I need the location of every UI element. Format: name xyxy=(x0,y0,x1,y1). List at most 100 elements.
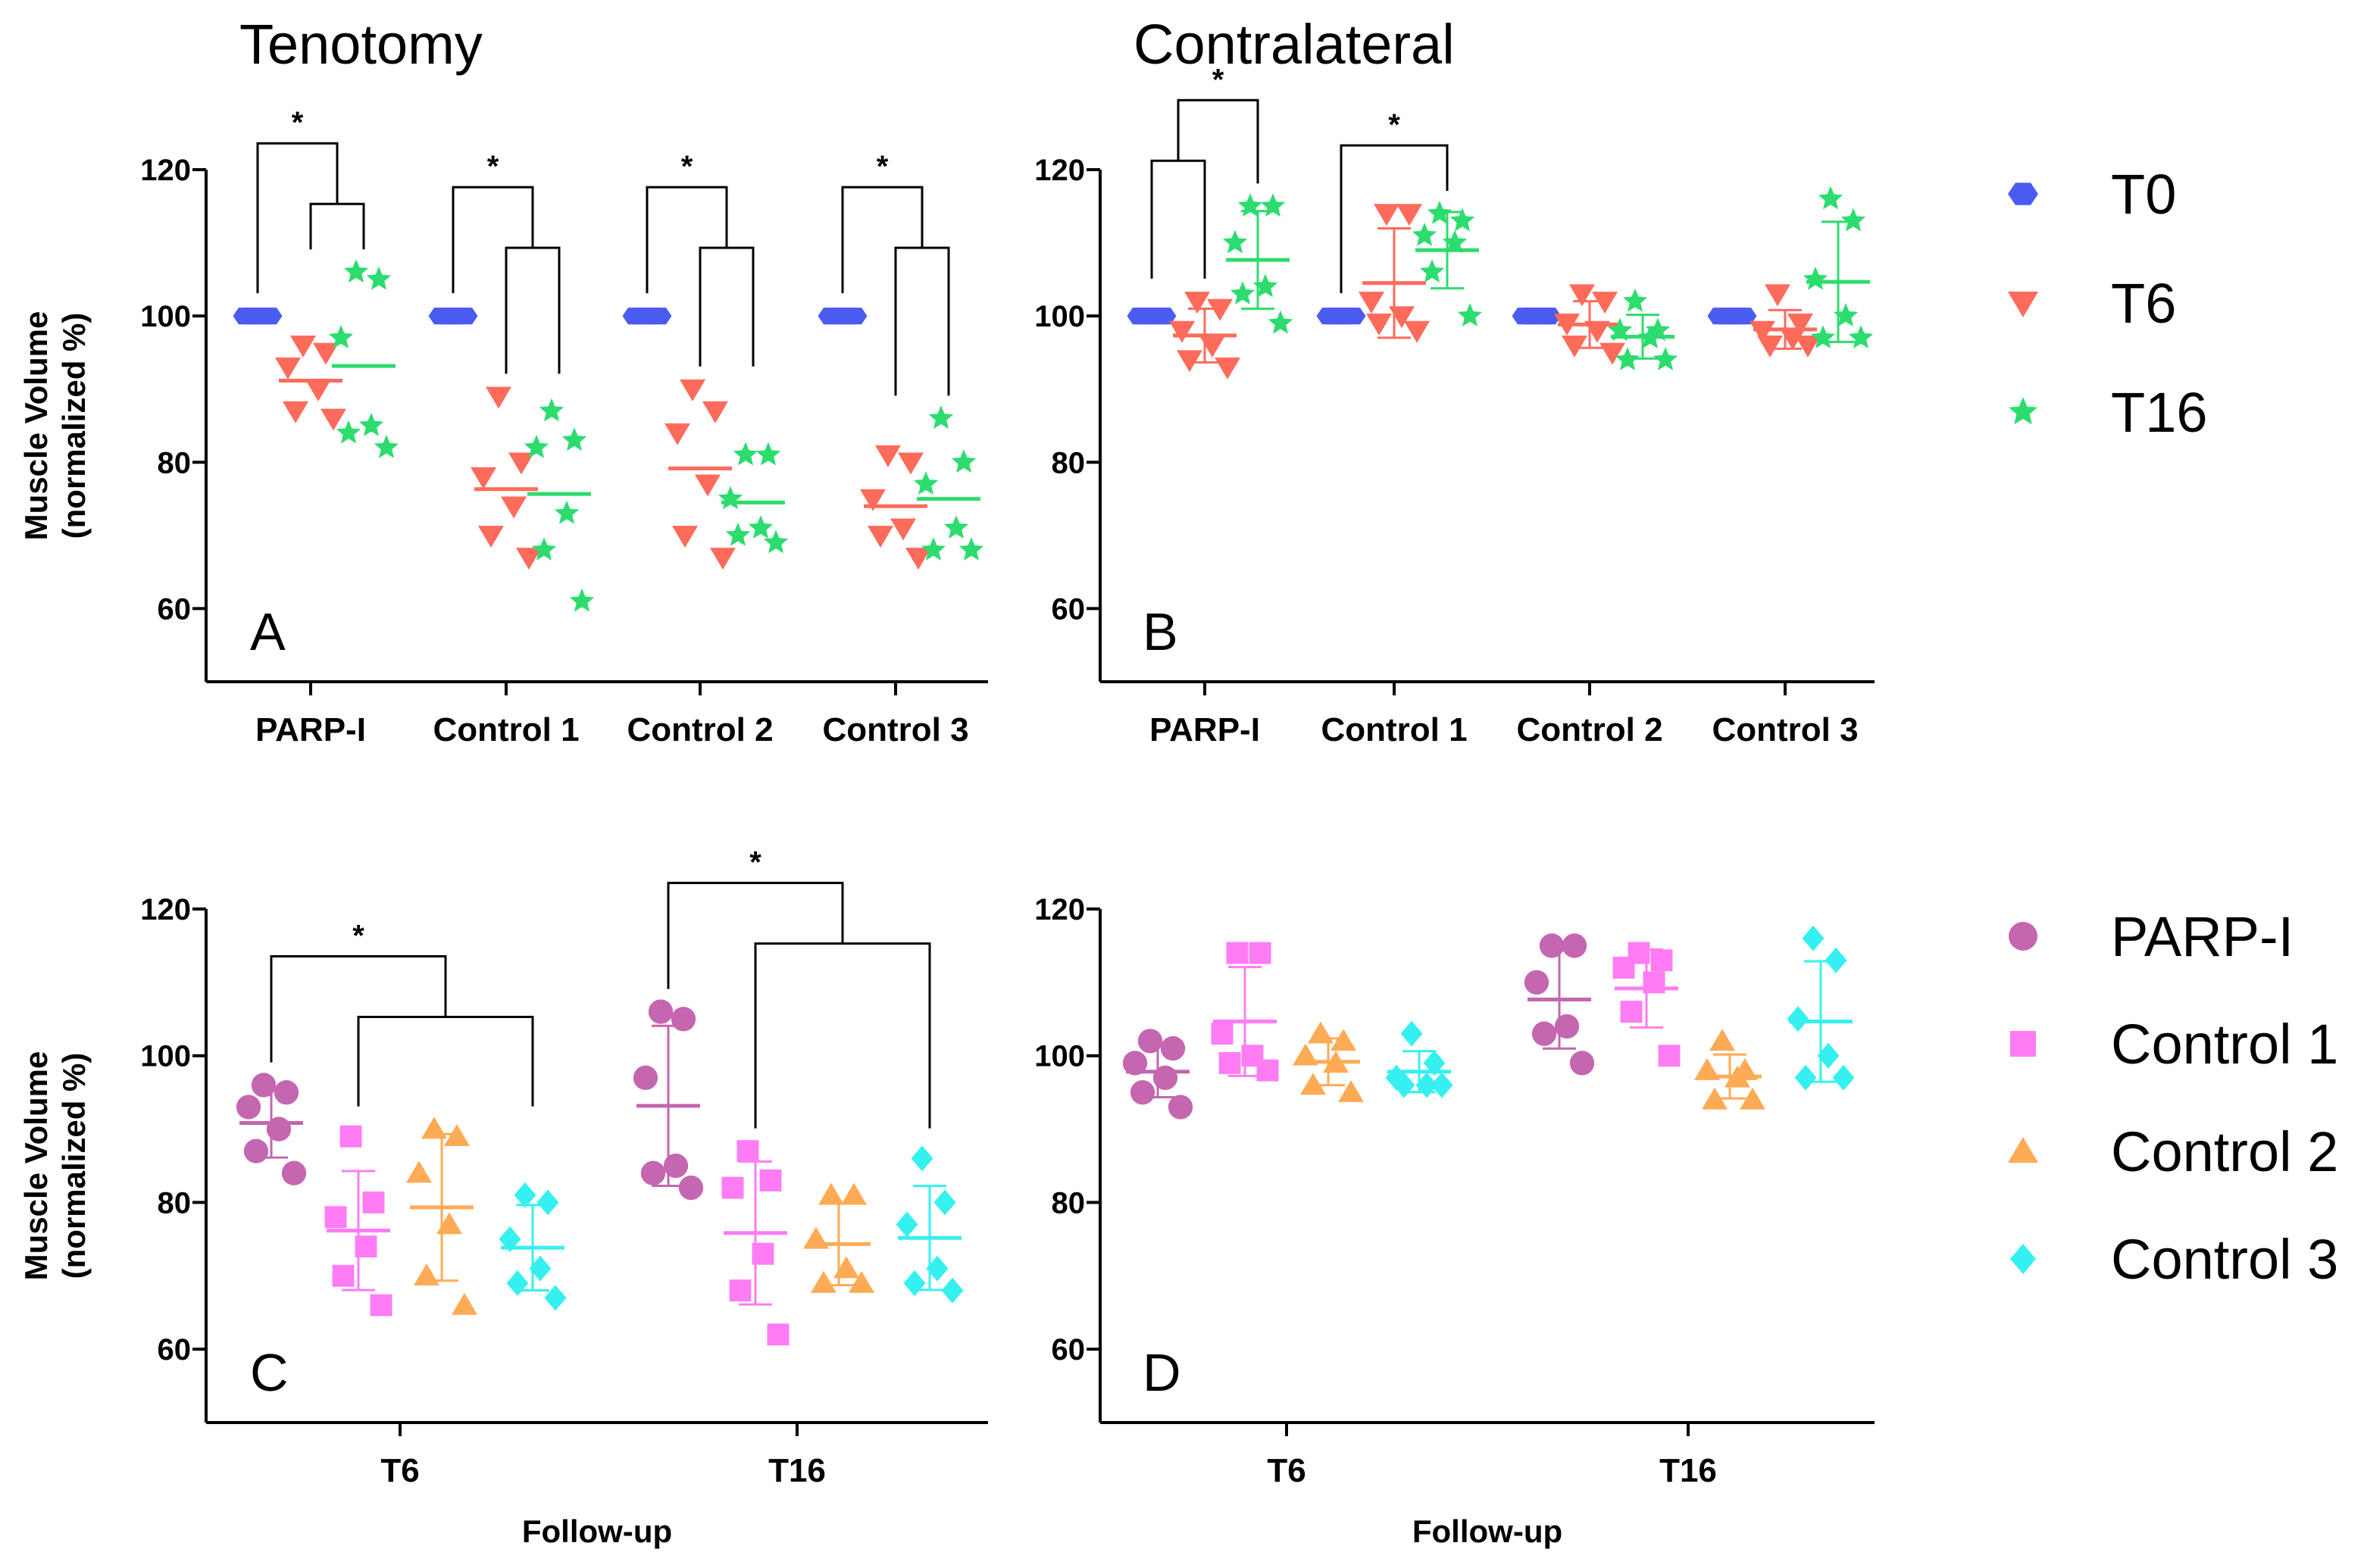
data-point xyxy=(343,259,369,283)
legend-label: PARP-I xyxy=(2111,905,2294,968)
circle-icon xyxy=(2009,922,2037,951)
data-point xyxy=(508,452,534,475)
data-point xyxy=(324,1206,347,1229)
data-point xyxy=(1780,328,1806,351)
data-point xyxy=(1252,273,1278,298)
y-tick-label: 120 xyxy=(1034,154,1085,187)
data-point xyxy=(421,1117,447,1139)
panel-letter: C xyxy=(250,1343,289,1402)
data-point xyxy=(1599,342,1625,365)
series-control-2 xyxy=(406,1117,874,1315)
data-point xyxy=(275,357,301,380)
data-point xyxy=(266,1117,292,1142)
data-point xyxy=(702,401,728,423)
x-tick-label-control-3: Control 3 xyxy=(822,711,968,748)
y-tick-label: 120 xyxy=(1034,893,1085,926)
bracket-outer xyxy=(841,186,924,294)
data-point xyxy=(767,1323,790,1346)
data-point xyxy=(1554,1014,1580,1039)
data-point xyxy=(1833,303,1859,326)
significance-bracket: * xyxy=(452,150,561,374)
data-point xyxy=(305,379,331,401)
data-point xyxy=(1531,1021,1557,1046)
series-control-1 xyxy=(324,1125,790,1346)
data-point xyxy=(1442,230,1468,254)
data-point xyxy=(926,1255,949,1282)
series-parp-i xyxy=(236,999,704,1201)
x-tick-label-t6: T6 xyxy=(1267,1452,1306,1489)
data-point xyxy=(868,526,893,548)
series-parp-i xyxy=(1122,933,1595,1120)
data-point xyxy=(506,1270,529,1296)
legend-top: T0 T6 T16 xyxy=(2008,163,2208,444)
data-point xyxy=(283,401,308,423)
data-point xyxy=(695,474,721,497)
panel-c: 60 80 100 120 T6 T16 Muscle Volume (normalized … xyxy=(18,846,988,1549)
y-tick-label: 100 xyxy=(1034,1040,1085,1073)
series-t6 xyxy=(275,336,931,570)
data-point xyxy=(905,548,931,570)
data-point xyxy=(499,1226,521,1252)
data-point xyxy=(943,515,969,539)
data-point xyxy=(1177,350,1202,373)
data-point xyxy=(1293,1043,1318,1066)
legend-item-control-2: Control 2 xyxy=(2008,1120,2338,1183)
data-point xyxy=(569,588,595,612)
data-point xyxy=(896,1211,918,1238)
data-point xyxy=(281,1160,307,1185)
data-point xyxy=(1366,314,1392,336)
data-point xyxy=(844,308,868,325)
data-point xyxy=(1300,1073,1326,1095)
data-point xyxy=(374,435,399,458)
data-point xyxy=(951,449,977,473)
data-point xyxy=(321,408,346,431)
bracket-inner-left xyxy=(1150,159,1206,279)
data-point xyxy=(1810,325,1836,348)
bracket-outer xyxy=(1177,98,1259,184)
data-point xyxy=(1643,971,1665,994)
significance-bracket: * xyxy=(256,106,365,294)
data-point xyxy=(1168,1095,1193,1120)
bracket-inner xyxy=(309,202,365,250)
data-point xyxy=(1427,200,1452,224)
data-point xyxy=(1554,314,1580,336)
data-point xyxy=(921,537,946,561)
x-axis-title: Follow-up xyxy=(1412,1513,1562,1549)
data-point xyxy=(729,1279,752,1302)
series-control-1 xyxy=(1211,942,1681,1082)
data-point xyxy=(1562,933,1587,958)
data-point xyxy=(339,1125,362,1148)
bracket-outer xyxy=(646,186,728,294)
data-point xyxy=(1620,1001,1643,1023)
data-point xyxy=(860,489,886,511)
data-point xyxy=(1702,1087,1728,1110)
data-point xyxy=(1538,308,1562,325)
data-point xyxy=(648,999,674,1024)
significance-star: * xyxy=(877,150,889,183)
data-point xyxy=(1152,1065,1178,1090)
data-point xyxy=(818,1182,844,1205)
data-point xyxy=(1268,310,1293,334)
data-point xyxy=(1562,336,1587,358)
data-point xyxy=(1694,1057,1720,1080)
data-point xyxy=(478,526,504,548)
data-point xyxy=(1419,259,1445,283)
data-point xyxy=(1256,1059,1279,1082)
data-point xyxy=(358,413,384,436)
bracket-outer xyxy=(256,142,339,294)
series-t6 xyxy=(1169,204,1821,380)
data-point xyxy=(1794,1064,1817,1091)
data-point xyxy=(531,537,557,561)
data-point xyxy=(1338,1079,1364,1102)
data-point xyxy=(1169,320,1195,343)
data-point xyxy=(1218,1051,1241,1074)
x-tick-label-control-1: Control 1 xyxy=(433,711,579,748)
y-tick-label: 80 xyxy=(158,1186,192,1220)
data-point xyxy=(678,1175,704,1201)
data-point xyxy=(736,1140,759,1163)
significance-bracket: * xyxy=(1150,63,1259,279)
y-tick-label: 100 xyxy=(1034,300,1085,333)
data-point xyxy=(755,442,781,466)
data-point xyxy=(452,1292,477,1315)
data-point xyxy=(1765,284,1790,307)
